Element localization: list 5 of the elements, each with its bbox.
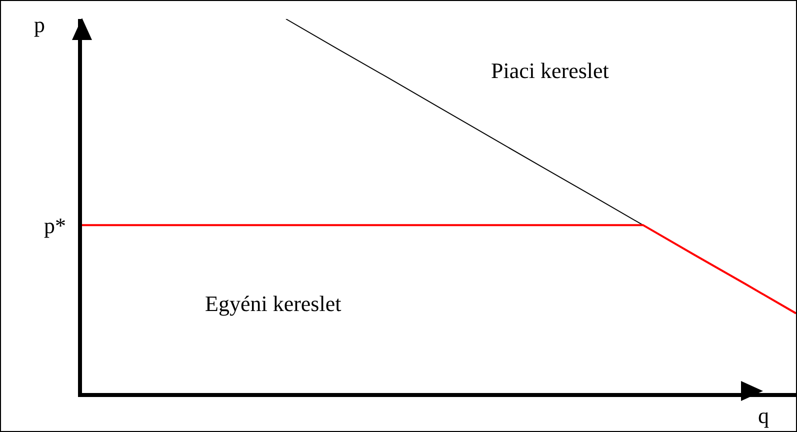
y-axis-title: p <box>34 12 45 37</box>
annotation: Egyéni kereslet <box>205 291 342 316</box>
annotation: Piaci kereslet <box>491 58 609 83</box>
text: p* <box>44 213 66 238</box>
x-axis-title: q <box>758 403 769 428</box>
